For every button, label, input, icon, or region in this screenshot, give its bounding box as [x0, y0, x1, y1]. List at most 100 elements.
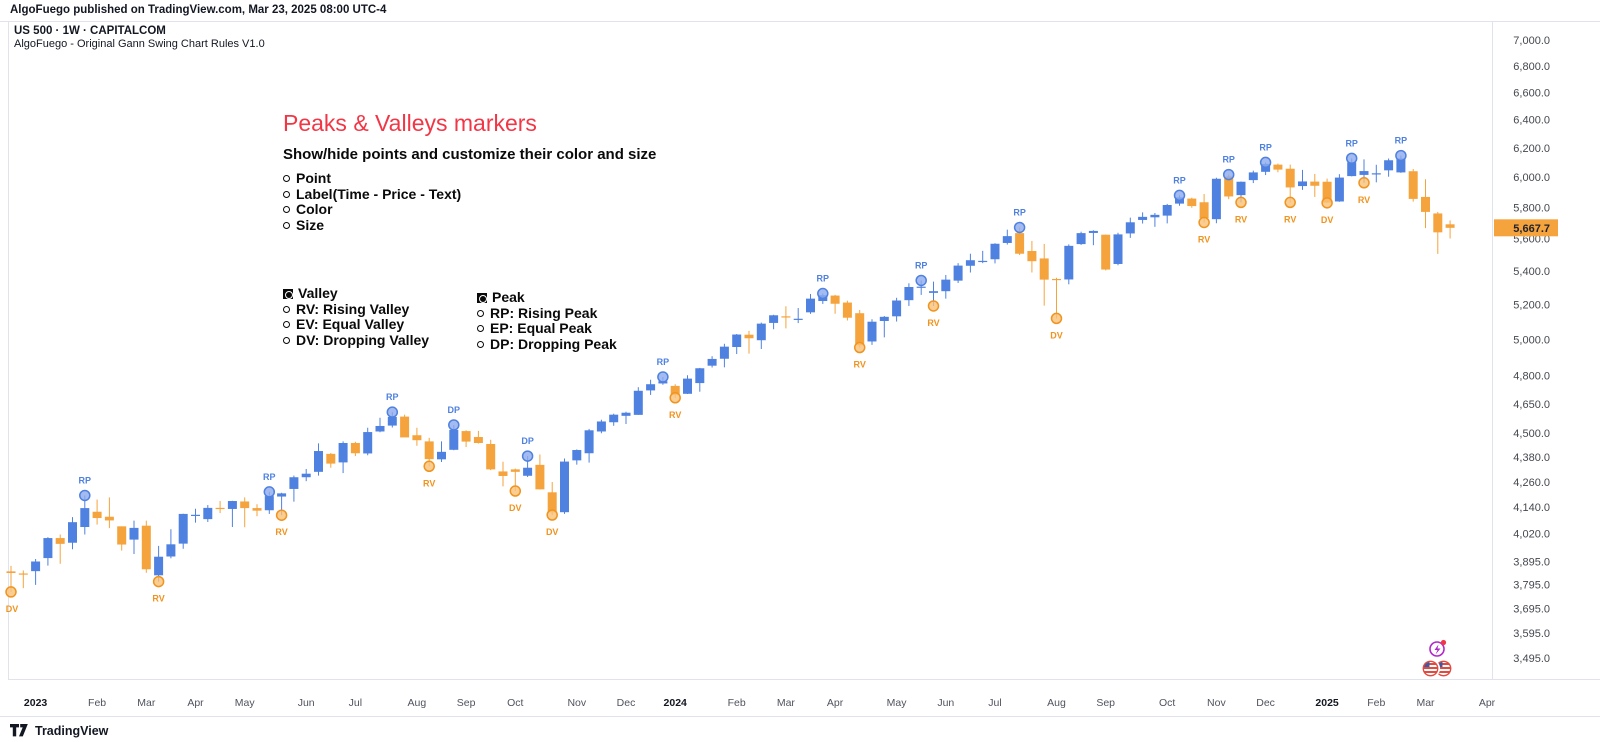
candle-body — [117, 526, 127, 545]
candle — [719, 343, 729, 368]
price-tick-label: 5,200.0 — [1513, 299, 1550, 311]
circle-bullet-icon — [477, 340, 484, 348]
swing-marker-label: RP — [1222, 155, 1235, 165]
candle-body — [104, 516, 114, 521]
price-tick-label: 5,000.0 — [1513, 334, 1550, 346]
price-tick-label: 6,800.0 — [1513, 61, 1550, 73]
swing-marker-label: DV — [1321, 215, 1334, 225]
candle — [879, 315, 889, 338]
candle-body — [424, 441, 434, 460]
candle-body — [1027, 250, 1037, 262]
candle — [793, 308, 803, 324]
candle — [1298, 169, 1307, 190]
candle — [1273, 163, 1283, 173]
candle — [203, 505, 213, 522]
swing-marker-label: DV — [546, 527, 559, 537]
annotation-subtitle: Show/hide points and customize their col… — [283, 146, 657, 163]
swing-marker-point — [1395, 149, 1407, 162]
candle-body — [781, 316, 791, 318]
candle-body — [412, 435, 422, 441]
candle-body — [769, 315, 779, 323]
candle-body — [1199, 202, 1209, 219]
time-axis[interactable]: 2023 Feb Mar Apr May Jun Jul Aug Sep Oct Nov Dec 202… — [24, 697, 1496, 709]
candle-body — [1052, 278, 1061, 281]
swing-markers-layer: DV RP RV RP RV RP RV DP DV DP DV RP RV RP RV RP RV RP DV RP… — [5, 136, 1408, 614]
price-axis[interactable]: 7,000.0 6,800.0 6,600.0 6,400.0 6,200.0 6,000… — [1513, 35, 1550, 665]
candle-body — [1359, 171, 1369, 175]
candle — [1187, 197, 1197, 208]
candle-body — [227, 501, 237, 509]
last-price-badge[interactable]: 5,667.7 — [1494, 219, 1558, 237]
candle — [400, 414, 410, 438]
candle-body — [1298, 181, 1307, 187]
circle-bullet-icon — [283, 336, 290, 344]
candle-body — [178, 513, 188, 544]
candle-body — [523, 467, 533, 476]
time-tick-month-label: Jul — [988, 697, 1001, 709]
price-tick-label: 6,000.0 — [1513, 172, 1550, 184]
candle — [252, 504, 262, 517]
candle-body — [732, 334, 742, 348]
candle — [1384, 158, 1394, 177]
swing-marker-point — [1050, 312, 1063, 325]
time-tick-month-label: Aug — [1047, 697, 1066, 709]
swing-marker-dv: DV — [1321, 197, 1334, 225]
candle — [646, 379, 656, 395]
swing-marker-rv: RV — [423, 460, 435, 488]
candle — [154, 545, 164, 582]
indicator-title[interactable]: AlgoFuego - Original Gann Swing Chart Ru… — [14, 38, 265, 50]
candle-body — [1248, 172, 1258, 181]
swing-marker-dp: DP — [521, 436, 534, 462]
candle — [1334, 174, 1344, 202]
candle-body — [1088, 230, 1098, 233]
candle — [1248, 170, 1258, 184]
candle-body — [978, 260, 988, 263]
candle-body — [240, 501, 250, 509]
candle-body — [855, 313, 865, 346]
candle — [68, 517, 77, 550]
time-tick-month-label: Feb — [728, 697, 746, 709]
legend-item: EP: Equal Peak — [477, 320, 617, 337]
candle — [1285, 164, 1295, 203]
legend-item: EV: Equal Valley — [283, 316, 429, 333]
price-tick-label: 3,695.0 — [1513, 603, 1550, 615]
candle — [1002, 229, 1012, 245]
swing-marker-point — [657, 371, 669, 383]
candle-body — [535, 464, 545, 490]
legend-item: Point — [283, 170, 461, 187]
candle — [695, 367, 705, 392]
swing-marker-label: RP — [657, 357, 670, 367]
lightning-event-icon[interactable] — [1429, 641, 1445, 657]
swing-marker-point — [79, 489, 91, 502]
event-icons[interactable] — [1420, 639, 1452, 679]
square-dot-bullet-icon — [283, 289, 293, 299]
swing-marker-rp: RP — [79, 475, 91, 502]
swing-marker-point — [152, 575, 165, 588]
candle — [892, 297, 902, 322]
candle-body — [449, 429, 459, 450]
circle-bullet-icon — [283, 175, 290, 182]
symbol-title[interactable]: US 500 · 1W · CAPITALCOM — [14, 25, 166, 37]
us-flag-event-icon[interactable] — [1435, 660, 1452, 678]
swing-marker-dp: DP — [448, 405, 461, 431]
candle — [498, 461, 508, 487]
candle — [486, 439, 496, 471]
swing-marker-label: DV — [1050, 330, 1063, 340]
candle-body — [350, 442, 360, 454]
price-tick-label: 4,260.0 — [1513, 477, 1550, 489]
swing-marker-label: RP — [1395, 136, 1408, 146]
candle-body — [1347, 162, 1357, 177]
candle-body — [584, 430, 594, 454]
swing-marker-label: RV — [1284, 214, 1296, 224]
candle-body — [1002, 236, 1012, 243]
swing-marker-label: RP — [1259, 142, 1272, 152]
candle-body — [1150, 214, 1160, 218]
footer-brand[interactable]: TradingView — [10, 719, 108, 742]
swing-marker-label: DP — [448, 405, 461, 415]
swing-marker-point — [1345, 152, 1358, 165]
candle — [855, 309, 865, 348]
candle — [43, 537, 53, 566]
time-tick-month-label: Sep — [457, 697, 476, 709]
candle-body — [363, 432, 373, 454]
